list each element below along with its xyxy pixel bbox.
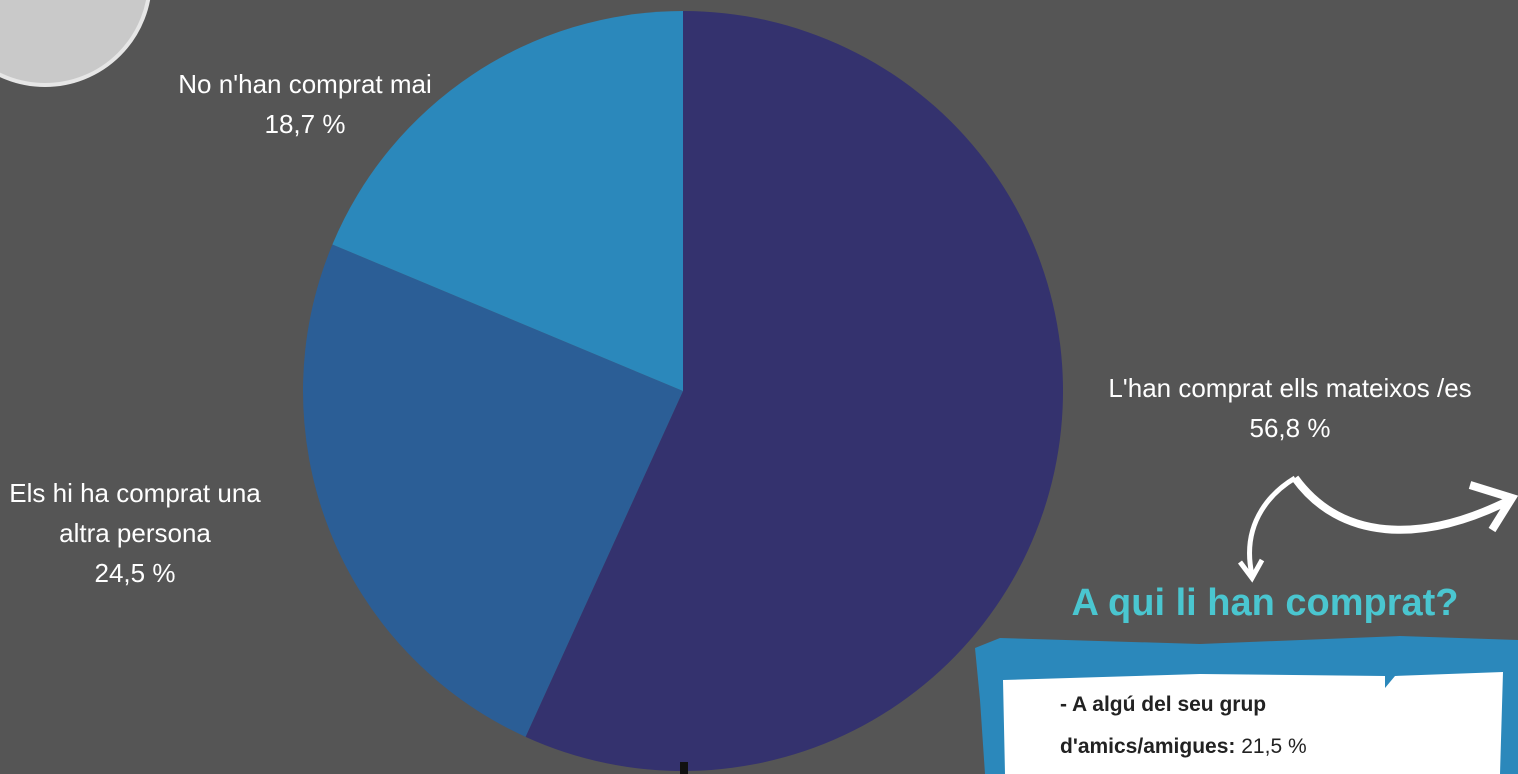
- pie-slice: [525, 11, 1063, 771]
- moon: [0, 0, 151, 87]
- arrowhead: [1238, 558, 1265, 583]
- panel-title: A qui li han comprat?: [1071, 582, 1459, 624]
- category-label: No n'han comprat mai: [178, 69, 432, 99]
- slice-label: L'han comprat ells mateixos /es 56,8 %: [1065, 368, 1515, 448]
- pie-slice: [332, 11, 683, 391]
- pie-slice: [303, 244, 683, 737]
- arrow: [1291, 475, 1512, 534]
- item-value: 21,5 %: [1241, 735, 1307, 758]
- value-label: 56,8 %: [1249, 413, 1331, 443]
- value-label: 24,5 %: [94, 558, 176, 588]
- category-label: Els hi ha comprat una altra persona: [9, 478, 261, 548]
- arrowhead: [1468, 481, 1518, 533]
- stand: [680, 762, 688, 774]
- pie: [303, 11, 1063, 771]
- item-label: - A algú del seu grup d'amics/amigues:: [1060, 693, 1267, 758]
- value-label: 18,7 %: [264, 109, 346, 139]
- slice-label: No n'han comprat mai 18,7 %: [140, 64, 470, 144]
- category-label: L'han comprat ells mateixos /es: [1108, 373, 1472, 403]
- arrow: [1247, 475, 1297, 576]
- slice-label: Els hi ha comprat una altra persona 24,5 …: [5, 473, 265, 593]
- panel-box: [1003, 672, 1503, 774]
- panel-text: - A algú del seu grup d'amics/amigues: 2…: [1060, 684, 1440, 768]
